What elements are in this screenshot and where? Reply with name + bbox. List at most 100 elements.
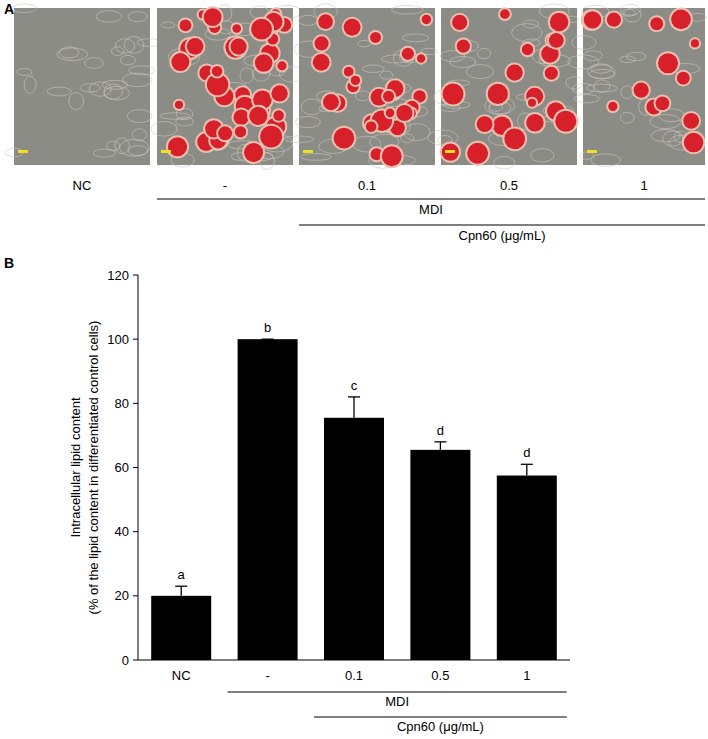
lipid-droplet: [504, 128, 525, 149]
cell-rim: [394, 103, 414, 123]
cell-outline: [663, 131, 683, 146]
cell-rim: [316, 12, 335, 31]
cell-rim: [400, 46, 416, 62]
bar: [151, 596, 211, 660]
lipid-droplet: [233, 109, 249, 125]
cell-rim: [269, 83, 289, 103]
lipid-droplet: [442, 143, 459, 160]
lipid-droplet: [656, 96, 670, 110]
cell-rim: [173, 99, 185, 111]
group-label: MDI: [385, 694, 409, 709]
y-tick-label: 60: [115, 460, 129, 475]
bar: [324, 418, 384, 660]
cell-outline: [57, 48, 88, 61]
cell-outline: [568, 55, 599, 69]
cell-rim: [342, 17, 363, 38]
cell-outline: [119, 139, 149, 156]
group-label: Cpn60 (μg/mL): [459, 228, 546, 243]
cell-outline: [285, 136, 314, 143]
cell-rim: [605, 11, 623, 29]
cell-outline: [574, 94, 600, 102]
lipid-droplet: [180, 19, 192, 31]
error-bar: [521, 464, 533, 475]
cell-outline: [572, 36, 596, 50]
cell-rim: [216, 124, 234, 142]
micrograph: [151, 5, 305, 170]
cell-rim: [504, 62, 524, 82]
y-tick: [133, 403, 138, 404]
scale-bar: [303, 150, 313, 153]
cell-rim: [313, 34, 331, 52]
lipid-droplet: [231, 39, 247, 55]
cell-rim: [553, 109, 578, 134]
lipid-droplet: [528, 99, 536, 107]
bars: [151, 339, 557, 660]
cell-rim: [547, 31, 566, 50]
cell-outline: [450, 56, 476, 67]
panel-label: B: [4, 255, 14, 271]
cell-rim: [441, 81, 466, 106]
lipid-droplet: [313, 54, 330, 71]
cell-outline: [151, 122, 177, 137]
cell-outline: [362, 65, 384, 72]
error-cap: [262, 339, 274, 340]
lipid-droplet: [273, 110, 283, 120]
bar: [497, 476, 557, 660]
cell-outline: [129, 66, 155, 75]
cell-outline: [620, 56, 636, 62]
lipid-droplet: [382, 146, 402, 166]
cell-rim: [475, 114, 495, 134]
cell-outline: [591, 154, 621, 167]
lipid-droplet: [457, 40, 470, 53]
cell-outline: [583, 51, 602, 61]
y-tick: [133, 595, 138, 596]
lipid-droplet: [402, 48, 414, 60]
lane-label: NC: [73, 178, 92, 193]
lipid-droplet: [422, 15, 431, 24]
error-cap: [521, 464, 533, 465]
cell-outline: [24, 76, 36, 93]
cell-rim: [682, 131, 705, 154]
lipid-droplet: [260, 126, 282, 148]
y-tick: [133, 531, 138, 532]
cell-rim: [689, 37, 701, 49]
lipid-droplet: [171, 53, 189, 71]
lipid-droplet: [634, 83, 649, 98]
lipid-droplet: [249, 107, 267, 125]
lipid-droplet: [212, 66, 223, 77]
cell-outline: [85, 58, 104, 69]
lipid-droplet: [386, 109, 395, 118]
micrograph: [5, 4, 162, 165]
cell-rim: [185, 36, 206, 57]
cell-rim: [548, 11, 571, 34]
cell-rim: [606, 100, 619, 113]
scale-bar: [445, 150, 455, 153]
lipid-droplet: [555, 111, 576, 132]
cell-rim: [581, 9, 603, 31]
error-bar: [262, 339, 274, 340]
cell-rim: [582, 9, 603, 30]
cell-rim: [242, 141, 265, 164]
lipid-droplet: [607, 13, 621, 27]
error-stem: [440, 442, 441, 450]
lipid-droplet: [168, 137, 187, 156]
lipid-droplet: [545, 67, 558, 80]
lipid-droplet: [500, 9, 510, 19]
y-tick-label: 20: [115, 588, 129, 603]
group-line: [228, 692, 567, 693]
bar: [410, 450, 470, 660]
lipid-droplet: [417, 54, 425, 62]
lipid-droplet: [271, 85, 287, 101]
x-axis: [138, 660, 570, 661]
cell-outline: [120, 55, 135, 65]
cell-rim: [681, 111, 701, 131]
lipid-droplet: [488, 84, 508, 104]
micrograph: [285, 4, 438, 169]
cell-outline: [127, 110, 152, 123]
cell-rim: [169, 51, 191, 73]
cell-rim: [465, 141, 490, 166]
cell-rim: [368, 30, 383, 45]
lipid-droplet: [334, 128, 355, 149]
lane-label: 1: [640, 178, 647, 193]
y-tick-label: 0: [122, 653, 129, 668]
